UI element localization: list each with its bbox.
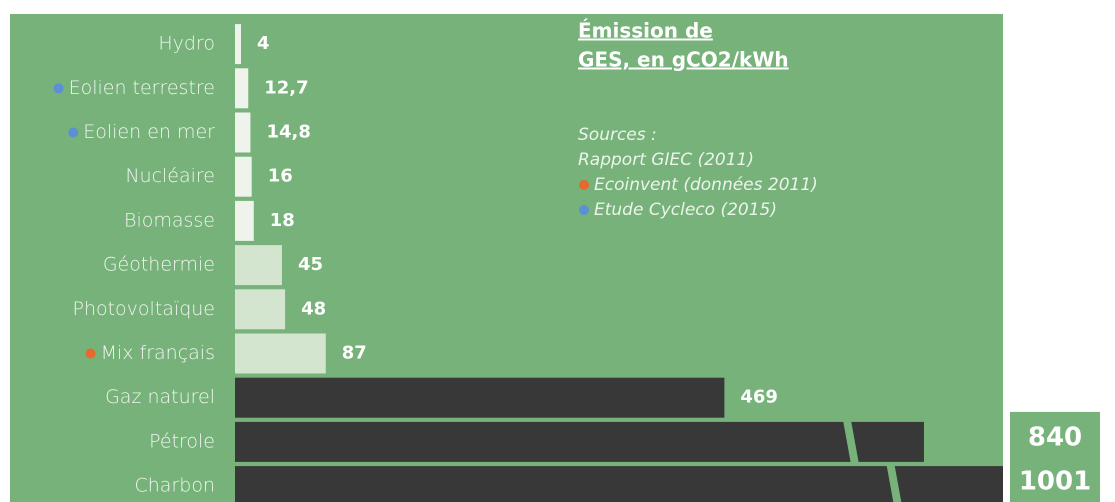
value-label: 840 [1028,422,1082,452]
chart-background [10,14,1003,502]
bar [235,377,725,418]
value-label: 1001 [1019,467,1091,497]
bar [235,200,254,241]
value-label-box [1010,456,1100,502]
bar [235,466,1003,502]
source: Ecoinvent (données 2011) [594,175,818,195]
value-label: 16 [268,166,293,187]
source: Rapport GIEC (2011) [578,150,754,170]
bar [235,245,282,286]
category-label: Photovoltaïque [72,298,215,320]
category-label: Eolien terrestre [69,77,215,99]
source-dot [579,180,589,190]
value-label: 469 [740,387,778,408]
bar [235,68,249,109]
value-label: 87 [342,343,367,364]
category-label: Gaz naturel [105,386,215,408]
bar [235,112,251,153]
category-label: Mix français [101,342,215,364]
source-dot [579,205,589,215]
category-label: Nucléaire [125,165,215,187]
source: Etude Cycleco (2015) [594,200,777,220]
value-label: 45 [298,254,323,275]
value-label: 12,7 [264,77,308,98]
value-label: 18 [270,210,295,231]
bar [235,421,924,462]
value-label: 4 [257,33,270,54]
category-label: Eolien en mer [83,121,215,143]
category-label: Biomasse [124,209,215,231]
axis-break [886,464,902,502]
chart-title: GES, en gCO2/kWh [578,48,789,72]
category-marker [85,348,96,359]
category-label: Charbon [135,475,216,497]
bar [235,156,252,197]
value-label: 14,8 [266,122,310,143]
axis-break [842,419,859,464]
value-label: 48 [301,298,326,319]
sources-heading: Sources : [578,125,657,145]
category-label: Géothermie [103,254,215,276]
category-label: Hydro [158,33,215,55]
category-marker [68,127,79,138]
bar [235,24,241,65]
category-label: Pétrole [149,430,215,452]
bar [235,289,286,330]
chart-title: Émission de [578,19,713,43]
bar [235,333,326,374]
category-marker [53,83,64,94]
